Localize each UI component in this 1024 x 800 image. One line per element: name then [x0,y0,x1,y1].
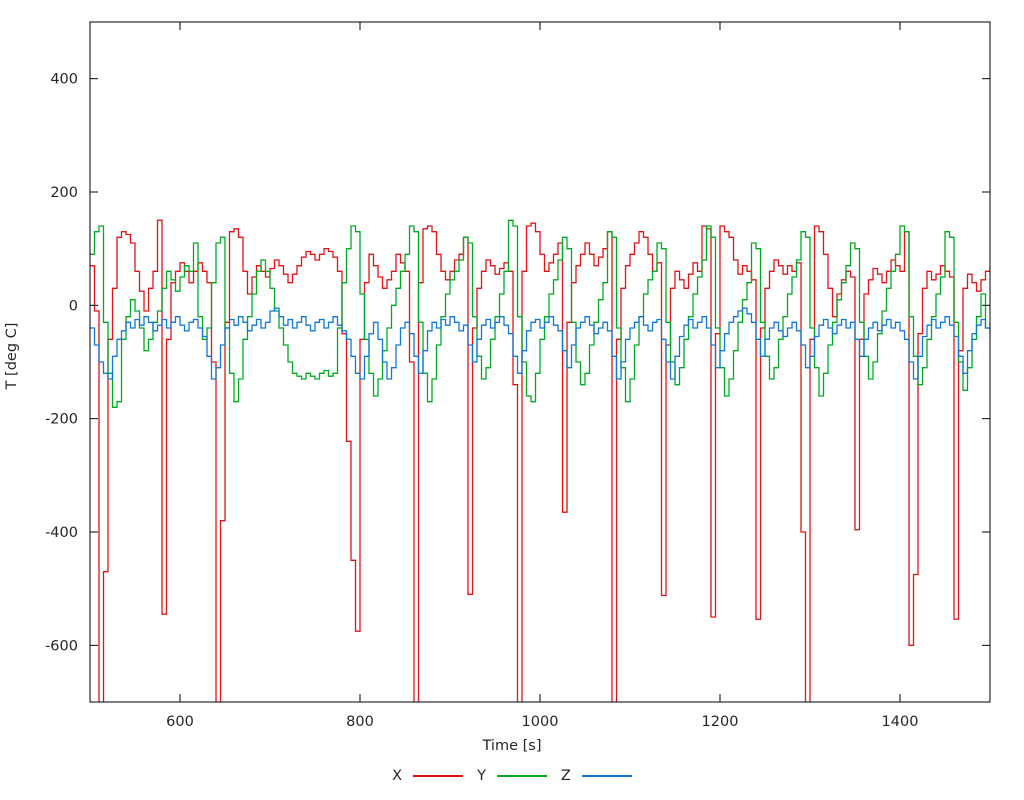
x-tick-label: 1200 [702,714,739,730]
y-tick-label: 200 [50,185,78,201]
legend: X Y Z [0,768,1024,784]
y-tick-label: -400 [45,525,78,541]
series-z-line [90,307,990,380]
y-tick-label: 0 [69,298,78,314]
x-tick-label: 1000 [522,714,559,730]
y-axis-title: T [deg C] [4,322,20,390]
legend-label-x: X [392,768,403,784]
legend-line-z [581,775,632,777]
x-tick-label: 600 [166,714,194,730]
y-tick-label: -200 [45,412,78,428]
y-tick-label: -600 [45,638,78,654]
x-axis-title: Time [s] [482,738,542,754]
legend-label-z: Z [560,768,571,784]
x-tick-label: 800 [346,714,374,730]
x-tick-label: 1400 [882,714,919,730]
legend-label-y: Y [477,768,486,784]
legend-item-y: Y [477,768,547,784]
legend-item-z: Z [561,768,632,784]
legend-line-y [496,775,547,777]
legend-line-x [413,775,464,777]
y-tick-label: 400 [50,72,78,88]
series-y-line [90,219,990,408]
legend-item-x: X [392,768,464,784]
